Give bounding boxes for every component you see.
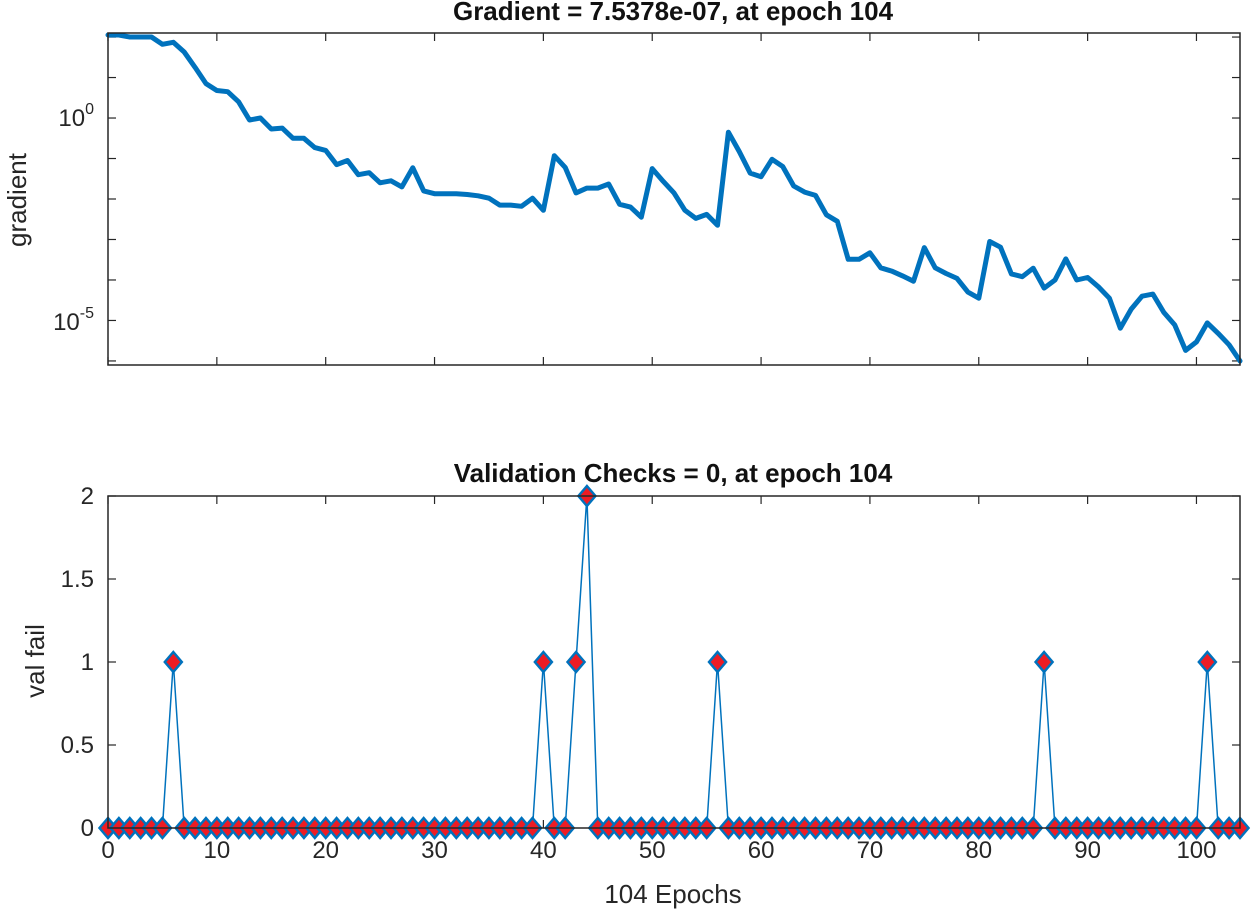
gradient-y-tick-label: 100	[58, 101, 94, 132]
validation-x-tick-label: 10	[203, 837, 230, 864]
validation-y-tick-labels: 0 0.5 1 1.5 2	[61, 483, 94, 842]
validation-x-tick-label: 40	[530, 837, 557, 864]
gradient-series-line	[105, 32, 1243, 364]
validation-x-tick-label: 60	[748, 837, 775, 864]
gradient-plot-frame	[107, 32, 1241, 366]
validation-chart-title: Validation Checks = 0, at epoch 104	[454, 458, 893, 488]
gradient-y-tick-exponent: 0	[85, 101, 94, 118]
validation-y-axis-label: val fail	[20, 624, 50, 698]
validation-x-tick-label: 20	[312, 837, 339, 864]
validation-y-tick-label: 0.5	[61, 732, 94, 759]
validation-y-tick-label: 0	[81, 815, 94, 842]
validation-x-tick-label: 90	[1074, 837, 1101, 864]
validation-x-tick-label: 50	[639, 837, 666, 864]
validation-data-point	[1197, 650, 1218, 674]
gradient-y-axis-label: gradient	[2, 152, 32, 247]
gradient-y-tick-label: 10-5	[53, 305, 94, 336]
validation-data-point	[1033, 650, 1055, 674]
validation-plot-frame	[107, 495, 1241, 829]
validation-x-tick-label: 0	[101, 837, 114, 864]
gradient-panel: Gradient = 7.5378e-07, at epoch 104 grad…	[2, 0, 1243, 366]
validation-series-line	[108, 495, 1240, 829]
gradient-y-tick-base: 10	[53, 309, 80, 336]
validation-x-tick-label: 100	[1176, 837, 1216, 864]
validation-data-point	[565, 650, 587, 674]
validation-x-tick-label: 70	[857, 837, 884, 864]
validation-y-tick-label: 2	[81, 483, 94, 510]
validation-x-tick-label: 30	[421, 837, 448, 864]
validation-data-point	[707, 650, 728, 674]
validation-axis-ticks	[107, 495, 1240, 829]
validation-x-tick-label: 80	[965, 837, 992, 864]
gradient-chart-title: Gradient = 7.5378e-07, at epoch 104	[453, 0, 894, 26]
validation-y-tick-label: 1	[81, 649, 94, 676]
validation-data-point	[533, 650, 554, 674]
validation-y-tick-label: 1.5	[61, 566, 94, 593]
validation-markers	[97, 484, 1251, 840]
validation-x-axis-label: 104 Epochs	[604, 879, 741, 909]
gradient-axis-ticks	[107, 33, 1240, 365]
validation-data-point	[163, 650, 184, 674]
validation-x-tick-labels: 0 10 20 30 40 50 60 70 80 90 100	[101, 837, 1216, 864]
validation-panel: Validation Checks = 0, at epoch 104 val …	[20, 458, 1251, 909]
gradient-y-tick-base: 10	[58, 105, 85, 132]
gradient-y-tick-labels: 100 10-5	[53, 101, 94, 336]
gradient-y-tick-exponent: -5	[80, 305, 94, 322]
